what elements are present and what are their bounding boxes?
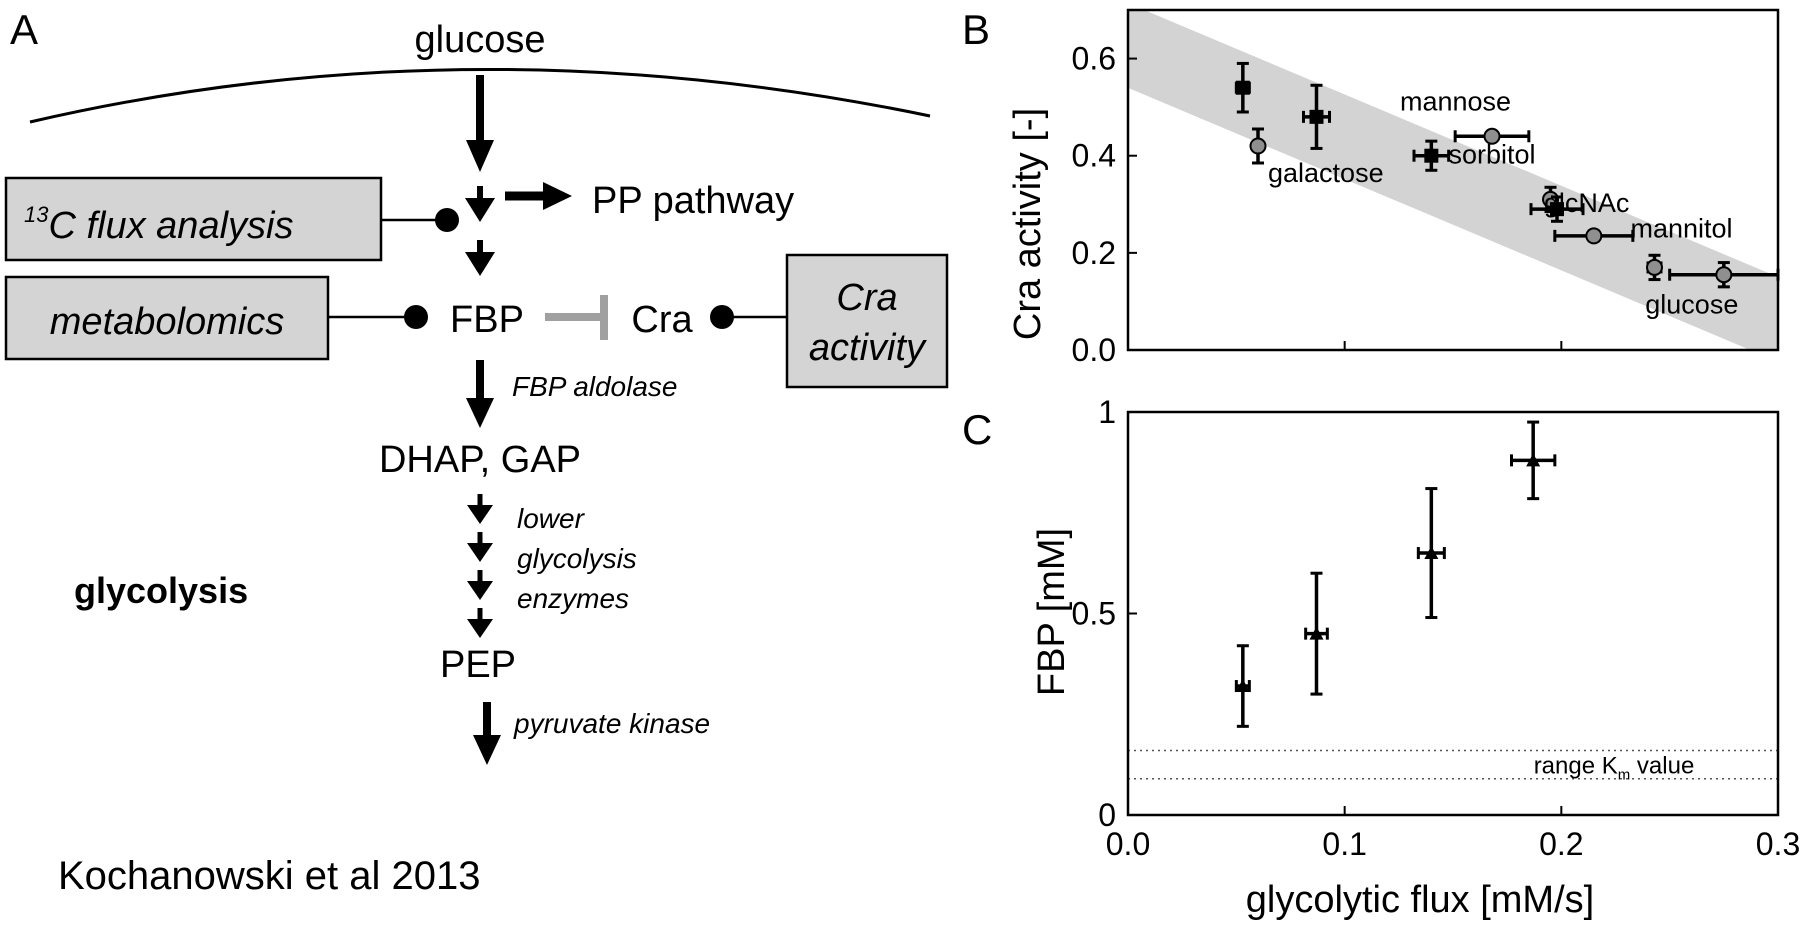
panel-letter-c: C bbox=[962, 406, 992, 453]
c-ytick-label: 0.5 bbox=[1072, 596, 1116, 632]
cell-membrane bbox=[29, 67, 931, 124]
b-marker-square bbox=[1550, 202, 1564, 217]
c-data-point bbox=[1416, 487, 1446, 620]
uptake-arrow-head bbox=[466, 140, 494, 172]
pyruvate-kinase-label: pyruvate kinase bbox=[513, 708, 710, 739]
pk-arrow-head bbox=[473, 735, 501, 765]
b-data-point: galactose bbox=[1249, 127, 1384, 188]
glycolysis-label: glycolysis bbox=[74, 570, 248, 611]
b-data-point bbox=[1412, 139, 1451, 172]
b-marker-circle bbox=[1585, 227, 1603, 245]
b-ytick-label: 0.4 bbox=[1072, 138, 1116, 174]
b-data-point bbox=[1234, 61, 1251, 114]
b-marker-circle bbox=[1646, 258, 1663, 276]
lower-label-3: enzymes bbox=[517, 583, 629, 614]
panel-b-frame bbox=[1126, 8, 1780, 352]
panel-c: C FBP [mM] glycolytic flux [mM/s] range … bbox=[962, 394, 1800, 921]
b-point-label: mannose bbox=[1400, 86, 1511, 116]
pp-arrow-head bbox=[543, 182, 572, 210]
aldolase-arrow-head bbox=[466, 398, 494, 428]
c-ytick-label: 0 bbox=[1098, 797, 1116, 833]
c-data-point bbox=[1234, 644, 1251, 728]
c-marker-triangle bbox=[1309, 626, 1324, 640]
b-point-label: galactose bbox=[1268, 158, 1384, 188]
c-marker-triangle bbox=[1235, 679, 1250, 693]
panel-letter-a: A bbox=[10, 6, 38, 53]
b-ytick-label: 0.0 bbox=[1072, 332, 1116, 368]
c-xtick-label: 0.3 bbox=[1756, 826, 1800, 862]
b-data-point bbox=[1302, 83, 1331, 150]
panel-c-frame bbox=[1126, 410, 1780, 817]
b-ytick-label: 0.2 bbox=[1072, 235, 1116, 271]
panel-c-xlabel: glycolytic flux [mM/s] bbox=[1246, 879, 1594, 921]
cra-activity-line2: activity bbox=[809, 327, 927, 369]
b-point-label: sorbitol bbox=[1449, 139, 1536, 169]
b-point-label: mannitol bbox=[1631, 213, 1733, 243]
cra-label: Cra bbox=[631, 299, 693, 341]
b-point-label: glcNAc bbox=[1544, 188, 1630, 218]
panel-b-ylabel: Cra activity [-] bbox=[1007, 108, 1049, 340]
b-data-point: mannose bbox=[1400, 86, 1531, 145]
c-data-point bbox=[1510, 420, 1557, 501]
chevron-arrow-1 bbox=[465, 198, 495, 222]
metabolomics-label: metabolomics bbox=[50, 301, 284, 343]
b-point-label: glucose bbox=[1645, 290, 1738, 320]
lower-label-2: glycolysis bbox=[517, 543, 637, 574]
glucose-label: glucose bbox=[415, 19, 546, 61]
pep-label: PEP bbox=[440, 644, 516, 686]
b-data-point: glcNAc bbox=[1544, 188, 1635, 245]
fbp-label: FBP bbox=[450, 299, 524, 341]
b-marker-circle bbox=[1483, 127, 1501, 145]
fbp-aldolase-label: FBP aldolase bbox=[512, 371, 678, 402]
trend-band bbox=[1128, 10, 1778, 350]
b-marker-circle bbox=[1715, 266, 1733, 284]
dhap-gap-label: DHAP, GAP bbox=[379, 439, 581, 481]
panel-c-ylabel: FBP [mM] bbox=[1031, 528, 1073, 696]
b-data-point bbox=[1529, 195, 1585, 223]
b-marker-circle bbox=[1249, 137, 1267, 155]
lower-chevron-3 bbox=[467, 581, 493, 600]
c-marker-triangle bbox=[1424, 546, 1439, 560]
b-data-point: mannitol bbox=[1631, 213, 1733, 282]
b-marker-square bbox=[1235, 80, 1250, 95]
c-xtick-label: 0.1 bbox=[1322, 826, 1366, 862]
c-marker-triangle bbox=[1526, 453, 1541, 467]
metabolomics-dot bbox=[404, 305, 428, 329]
c13-flux-box bbox=[4, 176, 383, 262]
panel-a: A glucose PP pathway 13C flux analysis m… bbox=[4, 6, 949, 898]
c-xtick-label: 0.0 bbox=[1106, 826, 1150, 862]
c-xtick-label: 0.2 bbox=[1539, 826, 1583, 862]
c-data-point bbox=[1304, 571, 1329, 696]
b-marker-square bbox=[1309, 109, 1324, 124]
panel-letter-b: B bbox=[962, 6, 990, 53]
lower-chevron-4 bbox=[467, 619, 493, 638]
b-marker-square bbox=[1424, 148, 1439, 163]
c13-dot bbox=[435, 208, 459, 232]
c-ytick-label: 1 bbox=[1098, 394, 1116, 430]
b-ytick-label: 0.6 bbox=[1072, 41, 1116, 77]
pp-pathway-label: PP pathway bbox=[592, 180, 794, 222]
cra-activity-box bbox=[785, 253, 949, 389]
panel-b: B Cra activity [-] 0.0 0.2 0.4 0.6 galactos… bbox=[962, 6, 1780, 368]
cra-activity-line1: Cra bbox=[836, 277, 897, 319]
citation: Kochanowski et al 2013 bbox=[58, 854, 481, 898]
lower-chevron-1 bbox=[467, 505, 493, 524]
lower-label-1: lower bbox=[517, 503, 586, 534]
cra-dot bbox=[710, 305, 734, 329]
chevron-arrow-2 bbox=[465, 252, 495, 276]
km-range-label: range Km value bbox=[1534, 753, 1695, 784]
lower-chevron-2 bbox=[467, 543, 493, 562]
c13-flux-label: 13C flux analysis bbox=[24, 202, 293, 247]
